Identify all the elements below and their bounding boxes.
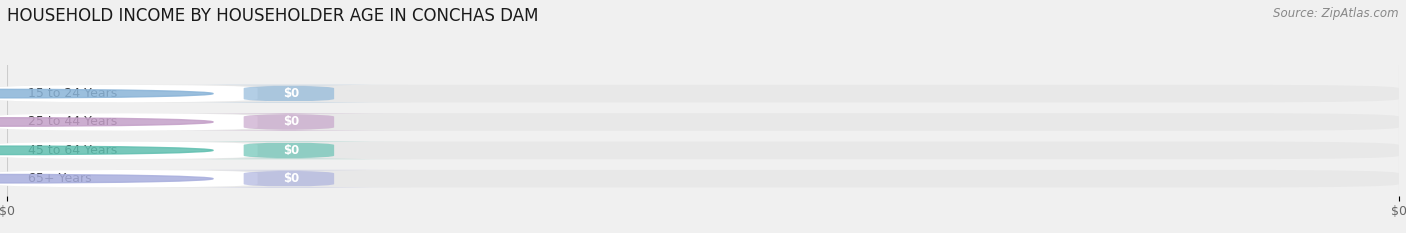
- FancyBboxPatch shape: [167, 141, 411, 159]
- Text: $0: $0: [284, 144, 299, 157]
- FancyBboxPatch shape: [0, 85, 1399, 102]
- FancyBboxPatch shape: [0, 170, 1399, 188]
- Circle shape: [0, 89, 214, 98]
- Text: 45 to 64 Years: 45 to 64 Years: [28, 144, 117, 157]
- Circle shape: [0, 118, 214, 126]
- Text: 65+ Years: 65+ Years: [28, 172, 91, 185]
- FancyBboxPatch shape: [0, 141, 257, 159]
- FancyBboxPatch shape: [0, 113, 1399, 131]
- Text: $0: $0: [284, 87, 299, 100]
- FancyBboxPatch shape: [167, 113, 411, 131]
- FancyBboxPatch shape: [167, 170, 411, 188]
- Text: 25 to 44 Years: 25 to 44 Years: [28, 116, 117, 128]
- Circle shape: [0, 175, 214, 183]
- FancyBboxPatch shape: [0, 141, 1399, 159]
- Text: Source: ZipAtlas.com: Source: ZipAtlas.com: [1274, 7, 1399, 20]
- Text: $0: $0: [284, 116, 299, 128]
- Text: $0: $0: [284, 172, 299, 185]
- FancyBboxPatch shape: [0, 113, 257, 131]
- FancyBboxPatch shape: [167, 85, 411, 102]
- Text: HOUSEHOLD INCOME BY HOUSEHOLDER AGE IN CONCHAS DAM: HOUSEHOLD INCOME BY HOUSEHOLDER AGE IN C…: [7, 7, 538, 25]
- Circle shape: [0, 146, 214, 154]
- Text: 15 to 24 Years: 15 to 24 Years: [28, 87, 117, 100]
- FancyBboxPatch shape: [0, 85, 257, 102]
- FancyBboxPatch shape: [0, 170, 257, 188]
